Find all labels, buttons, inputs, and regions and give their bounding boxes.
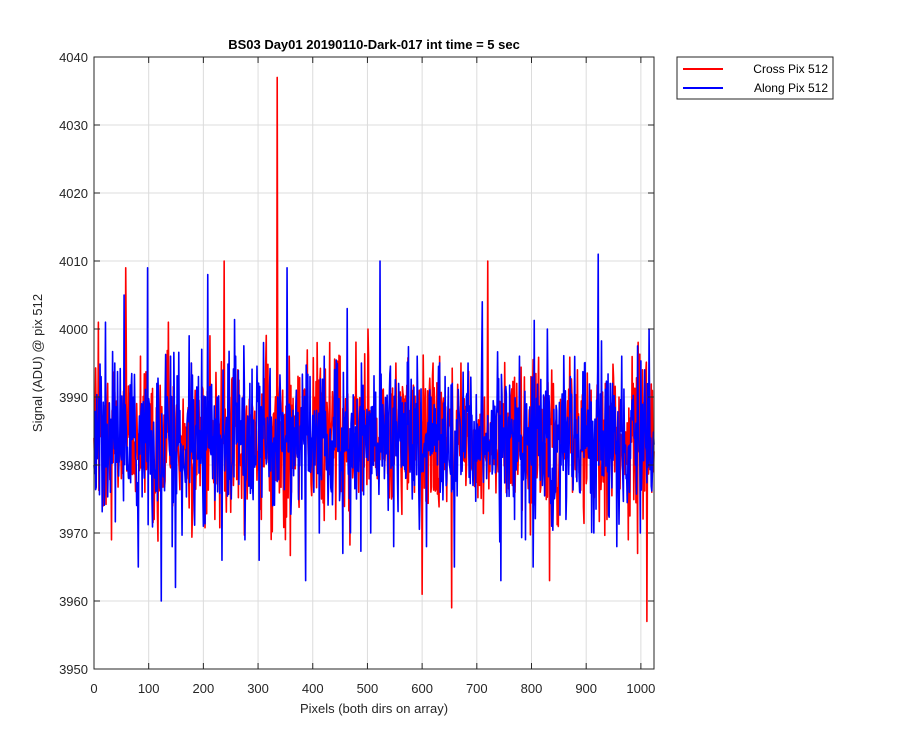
series-line-along-pix-512 [93,253,655,602]
legend-label-cross: Cross Pix 512 [753,62,828,76]
x-tick-label: 200 [193,681,215,696]
x-tick-label: 100 [138,681,160,696]
y-tick-label: 3950 [59,662,88,677]
series-layer [93,76,655,623]
x-tick-label: 800 [521,681,543,696]
x-axis-label: Pixels (both dirs on array) [300,701,448,716]
y-axis-label: Signal (ADU) @ pix 512 [30,294,45,432]
y-tick-label: 3970 [59,526,88,541]
x-tick-label: 700 [466,681,488,696]
y-tick-label: 3960 [59,594,88,609]
y-tick-label: 3980 [59,458,88,473]
y-tick-label: 4030 [59,118,88,133]
ticks: 0 100 200 300 400 500 600 700 800 900 1000 3950 3960… [59,50,655,696]
y-tick-label: 4010 [59,254,88,269]
y-tick-label: 4000 [59,322,88,337]
legend: Cross Pix 512 Along Pix 512 [676,56,834,100]
plot-area [94,57,654,669]
x-tick-label: 600 [411,681,433,696]
x-tick-label: 300 [247,681,269,696]
chart-title: BS03 Day01 20190110-Dark-017 int time = … [228,37,520,52]
y-tick-label: 4020 [59,186,88,201]
legend-label-along: Along Pix 512 [754,81,828,95]
legend-box [676,56,834,100]
y-tick-label: 4040 [59,50,88,65]
x-tick-label: 400 [302,681,324,696]
x-tick-label: 0 [90,681,97,696]
plot-frame [93,56,655,670]
x-tick-label: 500 [357,681,379,696]
y-tick-label: 3990 [59,390,88,405]
x-tick-label: 900 [575,681,597,696]
x-tick-label: 1000 [626,681,655,696]
